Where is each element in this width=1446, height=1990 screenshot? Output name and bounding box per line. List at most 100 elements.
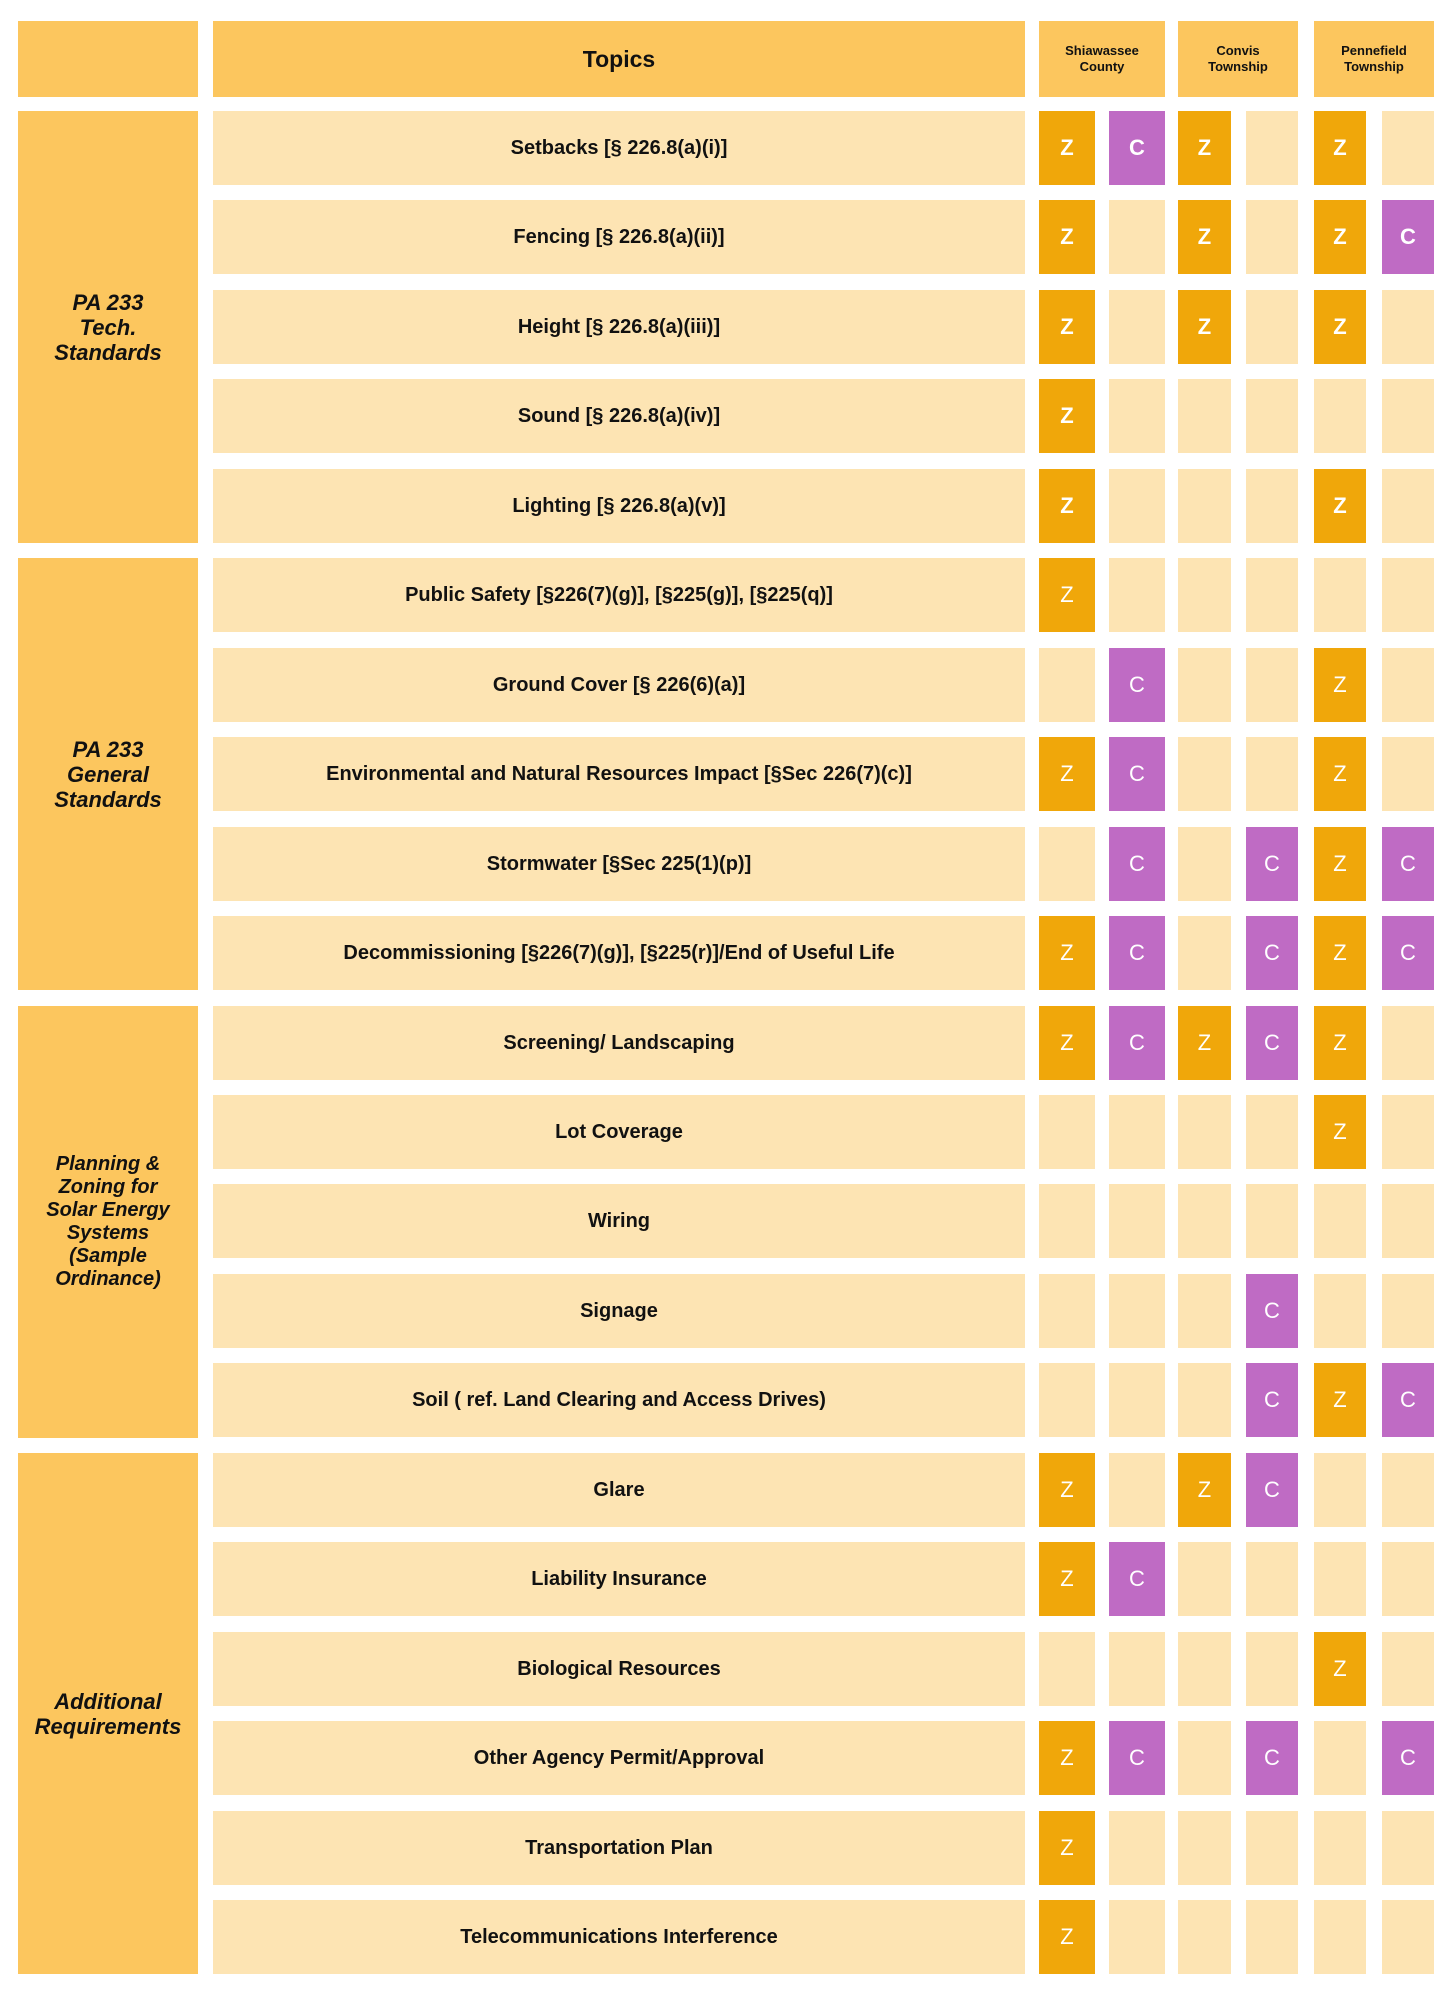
zoning-mark-cell: Z xyxy=(1178,1453,1231,1527)
empty-cell xyxy=(1314,379,1366,453)
municipality-name-line: Shiawassee xyxy=(1065,43,1139,58)
topic-text: Telecommunications Interference xyxy=(460,1925,778,1948)
zoning-mark-cell: Z xyxy=(1314,469,1366,543)
empty-cell xyxy=(1314,1274,1366,1348)
zoning-mark-cell: Z xyxy=(1314,1363,1366,1437)
cell-mark-letter: Z xyxy=(1333,1656,1347,1681)
cell-mark-letter: Z xyxy=(1197,224,1212,249)
consent-mark-cell: C xyxy=(1382,200,1434,274)
cell-mark-letter: C xyxy=(1264,1477,1280,1502)
topic-text: Screening/ Landscaping xyxy=(503,1031,735,1054)
empty-cell xyxy=(1382,469,1434,543)
zoning-mark-cell: Z xyxy=(1314,916,1366,990)
consent-mark-cell: C xyxy=(1109,1721,1165,1795)
zoning-mark-cell: Z xyxy=(1314,200,1366,274)
consent-mark-cell: C xyxy=(1109,1542,1165,1616)
cell-mark-letter: Z xyxy=(1333,135,1347,160)
cell-mark-letter: Z xyxy=(1060,1745,1074,1770)
zoning-mark-cell: Z xyxy=(1314,111,1366,185)
zoning-mark-cell: Z xyxy=(1039,558,1095,632)
empty-cell xyxy=(1039,1632,1095,1706)
empty-cell xyxy=(1178,558,1231,632)
consent-mark-cell: C xyxy=(1109,1006,1165,1080)
section-label: Planning & Zoning for Solar Energy Systems(… xyxy=(46,1153,169,1291)
zoning-mark-cell: Z xyxy=(1178,200,1231,274)
empty-cell xyxy=(1382,290,1434,364)
topic-text: Signage xyxy=(580,1299,658,1322)
cell-mark-letter: Z xyxy=(1333,1030,1347,1055)
topic-row-label: Sound [§ 226.8(a)(iv)] xyxy=(213,379,1025,453)
zoning-mark-cell: Z xyxy=(1039,737,1095,811)
cell-mark-letter: Z xyxy=(1333,1119,1347,1144)
zoning-mark-cell: Z xyxy=(1314,737,1366,811)
topic-row-label: Stormwater [§Sec 225(1)(p)] xyxy=(213,827,1025,901)
empty-cell xyxy=(1382,1542,1434,1616)
empty-cell xyxy=(1178,916,1231,990)
empty-cell xyxy=(1039,1274,1095,1348)
municipality-name: Shiawassee County xyxy=(1065,43,1139,75)
cell-mark-letter: C xyxy=(1400,1745,1416,1770)
zoning-mark-cell: Z xyxy=(1039,379,1095,453)
consent-mark-cell: C xyxy=(1382,1721,1434,1795)
empty-cell xyxy=(1382,737,1434,811)
section-label-line: (Sample xyxy=(69,1245,147,1267)
empty-cell xyxy=(1178,1542,1231,1616)
consent-mark-cell: C xyxy=(1109,916,1165,990)
empty-cell xyxy=(1109,1811,1165,1885)
topic-text: Public Safety [§226(7)(g)], [§225(g)], [… xyxy=(405,583,833,606)
section-label-block: Planning & Zoning for Solar Energy Systems(… xyxy=(18,1006,198,1438)
municipality-name-line: Township xyxy=(1344,59,1404,74)
section-label-line: Tech. xyxy=(79,314,137,340)
zoning-mark-cell: Z xyxy=(1178,111,1231,185)
empty-cell xyxy=(1246,1632,1298,1706)
consent-mark-cell: C xyxy=(1246,1453,1298,1527)
empty-cell xyxy=(1109,1274,1165,1348)
topic-text: Sound [§ 226.8(a)(iv)] xyxy=(517,404,721,427)
section-label-block: Additional Requirements xyxy=(18,1453,198,1974)
cell-mark-letter: C xyxy=(1400,851,1416,876)
municipality-header: Convis Township xyxy=(1178,21,1298,97)
empty-cell xyxy=(1178,1184,1231,1258)
empty-cell xyxy=(1314,1811,1366,1885)
empty-cell xyxy=(1382,1095,1434,1169)
zoning-mark-cell: Z xyxy=(1178,1006,1231,1080)
empty-cell xyxy=(1109,1900,1165,1974)
cell-mark-letter: Z xyxy=(1060,1477,1074,1502)
topic-text: Biological Resources xyxy=(517,1657,721,1680)
zoning-mark-cell: Z xyxy=(1314,1095,1366,1169)
cell-mark-letter: Z xyxy=(1060,1924,1074,1949)
cell-mark-letter: C xyxy=(1264,1387,1280,1412)
cell-mark-letter: Z xyxy=(1060,1566,1074,1591)
topic-text: Environmental and Natural Resources Impa… xyxy=(326,762,912,785)
topic-row-label: Biological Resources xyxy=(213,1632,1025,1706)
cell-mark-letter: Z xyxy=(1060,761,1074,786)
empty-cell xyxy=(1178,379,1231,453)
topic-row-label: Lot Coverage xyxy=(213,1095,1025,1169)
empty-cell xyxy=(1178,648,1231,722)
empty-cell xyxy=(1109,1632,1165,1706)
consent-mark-cell: C xyxy=(1246,1363,1298,1437)
zoning-mark-cell: Z xyxy=(1178,290,1231,364)
cell-mark-letter: C xyxy=(1264,940,1280,965)
municipality-name-line: Convis xyxy=(1216,43,1260,58)
zoning-mark-cell: Z xyxy=(1314,648,1366,722)
consent-mark-cell: C xyxy=(1382,1363,1434,1437)
empty-cell xyxy=(1178,827,1231,901)
consent-mark-cell: C xyxy=(1109,827,1165,901)
empty-cell xyxy=(1314,1184,1366,1258)
section-label-line: Planning & xyxy=(55,1153,161,1175)
empty-cell xyxy=(1109,200,1165,274)
cell-mark-letter: C xyxy=(1264,1030,1280,1055)
municipality-header: Pennefield Township xyxy=(1314,21,1434,97)
empty-cell xyxy=(1382,648,1434,722)
empty-cell xyxy=(1246,737,1298,811)
topic-row-label: Public Safety [§226(7)(g)], [§225(g)], [… xyxy=(213,558,1025,632)
consent-mark-cell: C xyxy=(1109,737,1165,811)
topic-text: Liability Insurance xyxy=(531,1567,707,1590)
topic-row-label: Signage xyxy=(213,1274,1025,1348)
topic-row-label: Ground Cover [§ 226(6)(a)] xyxy=(213,648,1025,722)
cell-mark-letter: C xyxy=(1129,1030,1145,1055)
empty-cell xyxy=(1246,1900,1298,1974)
topic-row-label: Environmental and Natural Resources Impa… xyxy=(213,737,1025,811)
cell-mark-letter: C xyxy=(1400,224,1416,249)
